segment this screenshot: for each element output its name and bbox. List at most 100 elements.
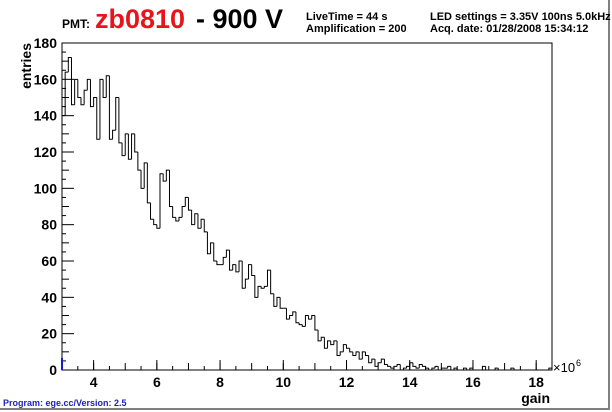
histogram-bin (327, 340, 331, 349)
y-tick-label: 60 (41, 253, 57, 269)
histogram-bin (146, 162, 151, 204)
histogram-bin (143, 162, 148, 189)
histogram-bin (235, 264, 240, 273)
x-axis-label: gain (521, 390, 550, 406)
histogram-bin (469, 367, 473, 370)
histogram-bin (285, 308, 290, 320)
histogram-bin (168, 170, 173, 207)
histogram-bin (431, 367, 436, 370)
y-tick-label: 20 (41, 326, 57, 342)
histogram-bin (421, 364, 426, 367)
histogram-bin (99, 78, 104, 140)
x-multiplier-label: ×10 (553, 360, 575, 375)
histogram-bin (216, 261, 221, 266)
histogram-bin (396, 364, 401, 367)
histogram-bin (273, 293, 277, 307)
histogram-bin (251, 264, 255, 277)
histogram-bin (112, 129, 116, 140)
x-tick-label: 10 (276, 374, 292, 390)
histogram-bin (67, 57, 72, 73)
histogram-bin (301, 324, 306, 327)
histogram-bin (74, 78, 78, 105)
histogram-bin (314, 315, 319, 331)
histogram-bin (102, 79, 107, 98)
histogram-bin (137, 152, 142, 171)
histogram-bin (371, 358, 375, 363)
histogram-bin (295, 311, 300, 324)
y-tick-label: 120 (34, 144, 58, 160)
histogram-bin (191, 210, 195, 226)
histogram-bin (89, 79, 94, 108)
histogram-bin (355, 351, 360, 356)
x-multiplier-exponent: 6 (576, 358, 581, 368)
histogram-bin (358, 351, 363, 360)
histogram-bin (124, 133, 129, 156)
histogram-bin (289, 315, 293, 320)
program-version: Program: ege.cc/Version: 2.5 (3, 398, 127, 408)
x-tick-label: 4 (90, 374, 98, 390)
histogram-bin (64, 71, 69, 116)
histogram-bin (494, 367, 499, 370)
histogram-bin (105, 75, 110, 98)
histogram-bin (244, 278, 249, 289)
y-tick-label: 0 (49, 362, 57, 378)
histogram-bin (298, 322, 303, 326)
histogram-bin (140, 170, 145, 189)
histogram-bin (83, 89, 88, 105)
histogram-bin (276, 296, 281, 307)
x-tick-label: 16 (465, 374, 481, 390)
histogram-bin (70, 57, 75, 106)
histogram-bin (77, 79, 81, 98)
histogram-bin (364, 351, 369, 356)
pmt-voltage: - 900 V (196, 4, 284, 34)
histogram-bin (342, 344, 347, 352)
histogram-bin (374, 359, 379, 367)
histogram-bin (406, 365, 410, 369)
histogram-bin (150, 202, 154, 220)
histogram-bin (206, 231, 211, 255)
histogram-bin (333, 340, 338, 345)
histogram-bin (121, 142, 126, 157)
histogram-bin (402, 367, 407, 370)
histogram-bin (200, 218, 205, 229)
histogram-bin (184, 196, 189, 207)
histogram-bin (241, 261, 246, 289)
histogram-bin (412, 362, 417, 367)
y-tick-label: 160 (34, 71, 58, 87)
histogram-bin (263, 285, 268, 289)
histogram-bin (447, 365, 451, 369)
pmt-label: PMT: (62, 17, 90, 31)
pmt-id: zb0810 (95, 4, 186, 34)
histogram-bin (292, 311, 296, 316)
x-tick-label: 12 (339, 374, 355, 390)
y-tick-label: 180 (34, 35, 58, 51)
histogram-bin (162, 173, 167, 182)
histogram-bin (232, 264, 236, 271)
histogram-bin (159, 173, 164, 229)
histogram-bin (96, 97, 100, 140)
histogram-bin (453, 367, 458, 370)
x-tick-label: 18 (528, 374, 544, 390)
histogram-bin (203, 219, 208, 233)
histogram-bin (270, 270, 274, 295)
histogram-bin (172, 206, 176, 218)
amplification-text: Amplification = 200 (306, 23, 407, 35)
histogram-bin (434, 365, 439, 369)
y-tick-label: 140 (34, 108, 58, 124)
led-settings-text: LED settings = 3.35V 100ns 5.0kHz (430, 11, 611, 23)
histogram-bin (197, 213, 202, 229)
histogram-bin (213, 242, 217, 262)
histogram-bin (317, 330, 322, 342)
y-tick-label: 40 (41, 289, 57, 305)
histogram-bin (481, 365, 486, 370)
histogram-bin (187, 197, 192, 211)
histogram-bin (462, 367, 467, 370)
histogram-bin (93, 97, 97, 107)
y-tick-label: 100 (34, 180, 58, 196)
histogram-bin (131, 133, 135, 160)
x-tick-label: 6 (153, 374, 161, 390)
histogram-bin (339, 351, 344, 356)
histogram-bin (548, 367, 552, 370)
